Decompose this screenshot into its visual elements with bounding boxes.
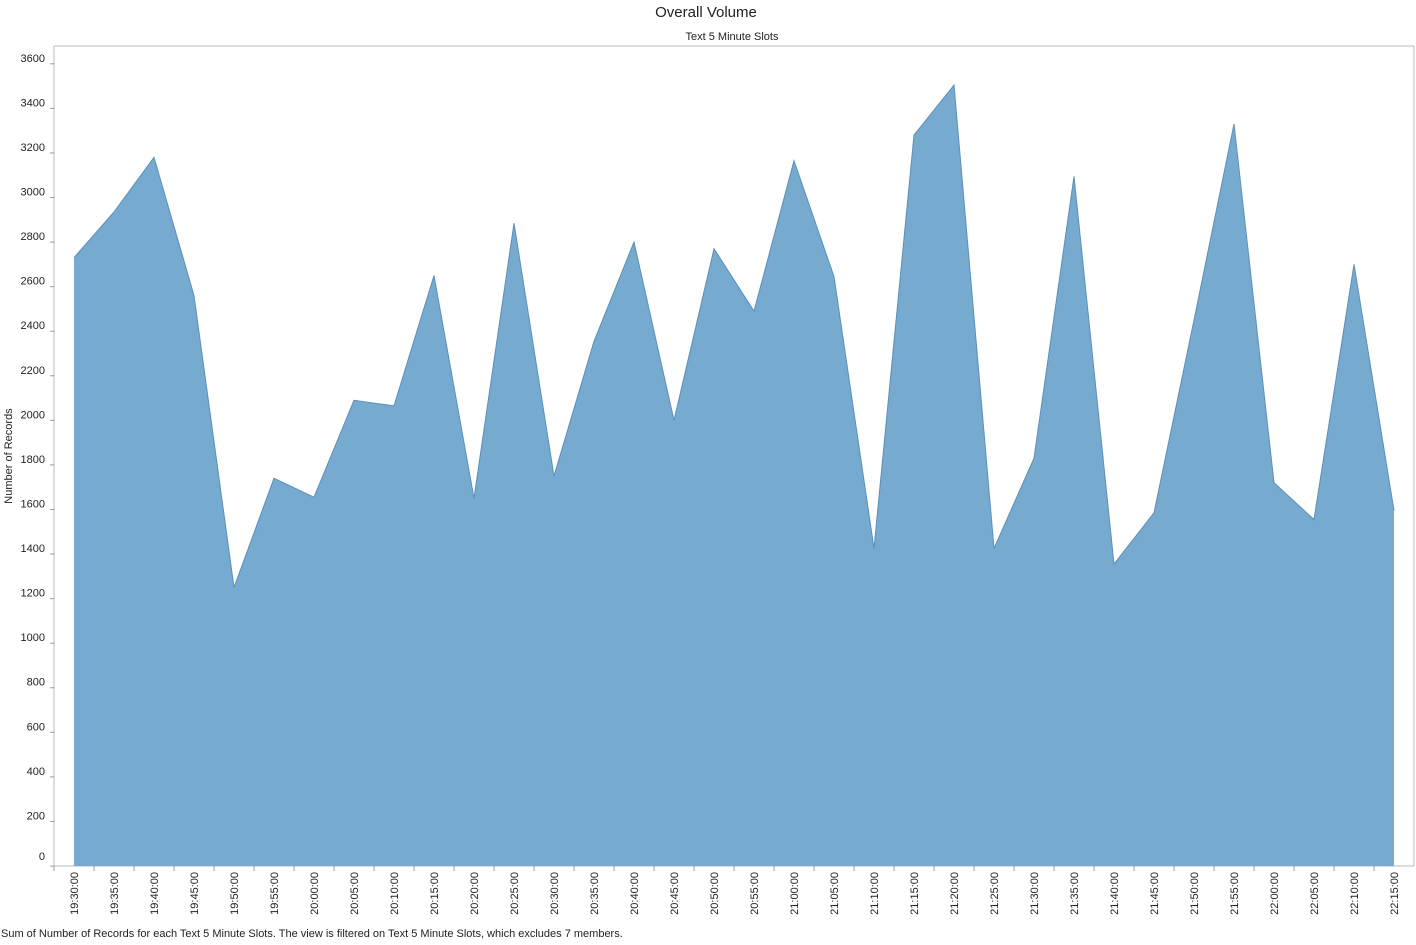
x-tick-label: 21:55:00 bbox=[1229, 872, 1241, 915]
x-tick-label: 19:55:00 bbox=[269, 872, 281, 915]
x-tick-label: 20:50:00 bbox=[709, 872, 721, 915]
x-tick-label: 21:25:00 bbox=[989, 872, 1001, 915]
x-tick-label: 20:55:00 bbox=[749, 872, 761, 915]
chart-subtitle: Text 5 Minute Slots bbox=[686, 31, 779, 43]
y-tick-label: 1200 bbox=[21, 588, 45, 600]
x-tick-label: 19:50:00 bbox=[229, 872, 241, 915]
y-tick-label: 2400 bbox=[21, 320, 45, 332]
x-tick-label: 19:35:00 bbox=[109, 872, 121, 915]
x-tick-label: 20:30:00 bbox=[549, 872, 561, 915]
x-tick-label: 20:35:00 bbox=[589, 872, 601, 915]
area-line bbox=[73, 83, 1395, 588]
x-tick-label: 21:05:00 bbox=[829, 872, 841, 915]
x-tick-label: 22:05:00 bbox=[1309, 872, 1321, 915]
y-tick-label: 1400 bbox=[21, 543, 45, 555]
x-tick-label: 22:15:00 bbox=[1389, 872, 1401, 915]
y-tick-label: 1000 bbox=[21, 632, 45, 644]
y-tick-label: 2000 bbox=[21, 409, 45, 421]
y-tick-label: 3600 bbox=[21, 53, 45, 65]
x-tick-label: 21:35:00 bbox=[1069, 872, 1081, 915]
y-axis-label: Number of Records bbox=[3, 408, 15, 504]
x-tick-label: 20:10:00 bbox=[389, 872, 401, 915]
chart-title: Overall Volume bbox=[655, 4, 757, 21]
x-tick-label: 20:45:00 bbox=[669, 872, 681, 915]
y-tick-label: 2800 bbox=[21, 231, 45, 243]
y-tick-label: 0 bbox=[39, 851, 45, 863]
x-tick-label: 21:20:00 bbox=[949, 872, 961, 915]
y-tick-label: 2600 bbox=[21, 276, 45, 288]
x-tick-label: 21:15:00 bbox=[909, 872, 921, 915]
y-tick-label: 3000 bbox=[21, 187, 45, 199]
area bbox=[74, 84, 1394, 866]
x-tick-label: 21:50:00 bbox=[1189, 872, 1201, 915]
x-tick-label: 21:40:00 bbox=[1109, 872, 1121, 915]
y-tick-label: 3200 bbox=[21, 142, 45, 154]
y-tick-label: 1600 bbox=[21, 498, 45, 510]
x-tick-label: 19:45:00 bbox=[189, 872, 201, 915]
y-tick-label: 600 bbox=[27, 721, 45, 733]
footnote: Sum of Number of Records for each Text 5… bbox=[1, 928, 623, 940]
y-tick-label: 400 bbox=[27, 766, 45, 778]
x-tick-label: 21:00:00 bbox=[789, 872, 801, 915]
x-tick-label: 21:30:00 bbox=[1029, 872, 1041, 915]
y-tick-label: 1800 bbox=[21, 454, 45, 466]
x-tick-label: 20:40:00 bbox=[629, 872, 641, 915]
x-tick-label: 21:45:00 bbox=[1149, 872, 1161, 915]
x-tick-label: 20:25:00 bbox=[509, 872, 521, 915]
x-tick-label: 21:10:00 bbox=[869, 872, 881, 915]
x-tick-label: 19:40:00 bbox=[149, 872, 161, 915]
y-tick-label: 2200 bbox=[21, 365, 45, 377]
x-tick-label: 20:05:00 bbox=[349, 872, 361, 915]
x-tick-label: 19:30:00 bbox=[69, 872, 81, 915]
y-tick-label: 200 bbox=[27, 810, 45, 822]
x-tick-label: 20:20:00 bbox=[469, 872, 481, 915]
x-tick-label: 20:00:00 bbox=[309, 872, 321, 915]
x-tick-label: 20:15:00 bbox=[429, 872, 441, 915]
y-tick-label: 800 bbox=[27, 677, 45, 689]
y-tick-label: 3400 bbox=[21, 97, 45, 109]
x-tick-label: 22:10:00 bbox=[1349, 872, 1361, 915]
x-tick-label: 22:00:00 bbox=[1269, 872, 1281, 915]
